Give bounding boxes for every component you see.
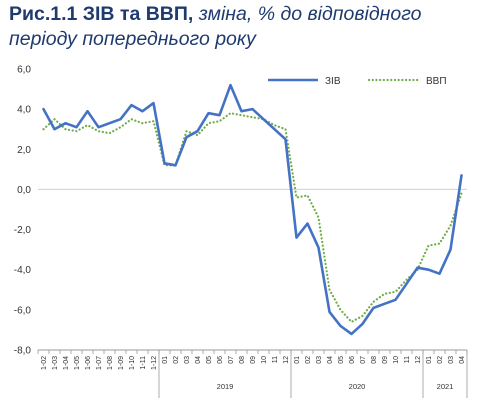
y-tick-label: 4,0 <box>17 105 31 116</box>
x-tick-label: 04 <box>459 356 466 364</box>
x-tick-label: 1-08 <box>107 356 114 370</box>
x-tick-label: 1-10 <box>129 356 136 370</box>
y-tick-label: 6,0 <box>17 65 31 76</box>
x-tick-label: 02 <box>173 356 180 364</box>
x-tick-label: 01 <box>162 356 169 364</box>
x-tick-label: 04 <box>327 356 334 364</box>
x-tick-label: 01 <box>294 356 301 364</box>
y-tick-label: -2,0 <box>14 225 32 236</box>
y-tick-label: 2,0 <box>17 145 31 156</box>
x-tick-label: 1-02 <box>41 356 48 370</box>
x-tick-label: 02 <box>305 356 312 364</box>
x-tick-label: 1-07 <box>96 356 103 370</box>
x-tick-label: 1-04 <box>63 356 70 370</box>
chart-title: Рис.1.1 ЗІВ та ВВП, зміна, % до відповід… <box>9 2 479 52</box>
year-label: 2019 <box>217 382 234 391</box>
x-tick-label: 10 <box>393 356 400 364</box>
chart-title-bold: Рис.1.1 ЗІВ та ВВП, <box>9 3 194 25</box>
x-tick-label: 06 <box>349 356 356 364</box>
x-tick-label: 07 <box>360 356 367 364</box>
x-tick-label: 08 <box>371 356 378 364</box>
x-tick-label: 08 <box>239 356 246 364</box>
x-tick-label: 09 <box>250 356 257 364</box>
x-tick-label: 1-03 <box>52 356 59 370</box>
x-tick-label: 10 <box>261 356 268 364</box>
y-tick-label: -4,0 <box>14 265 32 276</box>
x-tick-label: 1-05 <box>74 356 81 370</box>
year-label: 2020 <box>349 382 366 391</box>
x-tick-label: 1-09 <box>118 356 125 370</box>
x-tick-label: 05 <box>338 356 345 364</box>
x-tick-label: 11 <box>404 356 411 363</box>
x-tick-label: 04 <box>195 356 202 364</box>
chart-title-italic: зміна, % до відповідного періоду поперед… <box>9 3 422 50</box>
y-tick-label: -6,0 <box>14 305 32 316</box>
y-tick-label: -8,0 <box>14 346 32 357</box>
x-tick-label: 02 <box>437 356 444 364</box>
x-tick-label: 12 <box>283 356 290 364</box>
x-tick-label: 05 <box>206 356 213 364</box>
x-tick-label: 1-11 <box>140 356 147 370</box>
x-tick-label: 09 <box>382 356 389 364</box>
x-tick-label: 12 <box>415 356 422 364</box>
x-tick-label: 11 <box>272 356 279 363</box>
year-label: 2021 <box>437 382 454 391</box>
x-tick-label: 06 <box>217 356 224 364</box>
x-tick-label: 03 <box>448 356 455 364</box>
legend-label-gdp: ВВП <box>426 76 447 87</box>
x-tick-label: 07 <box>228 356 235 364</box>
series-line-gdp <box>42 112 463 323</box>
x-tick-label: 03 <box>316 356 323 364</box>
series-line-ziv <box>42 83 463 336</box>
x-tick-label: 1-12 <box>151 356 158 370</box>
x-tick-label: 1-06 <box>85 356 92 370</box>
x-tick-label: 03 <box>184 356 191 364</box>
legend-label-ziv: ЗІВ <box>325 76 341 87</box>
x-tick-label: 01 <box>426 356 433 364</box>
y-tick-label: 0,0 <box>17 185 31 196</box>
